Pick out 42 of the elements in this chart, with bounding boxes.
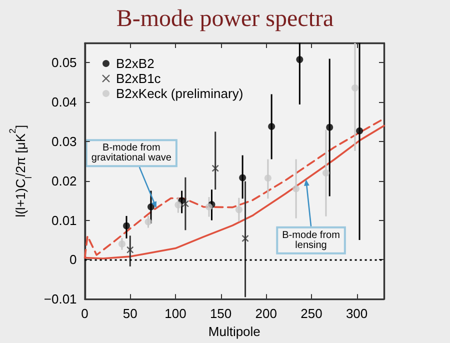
point xyxy=(242,234,249,242)
y-tick-label: 0.02 xyxy=(51,173,77,188)
y-axis-title: l(l+1)Cl/2π [μK2] xyxy=(8,124,34,218)
point xyxy=(144,218,152,226)
chart-title: B-mode power spectra xyxy=(116,6,334,32)
point xyxy=(268,123,276,130)
annotation: B-mode from lensing xyxy=(282,230,340,251)
y-tick-label: 0 xyxy=(70,252,77,268)
point xyxy=(147,203,154,210)
y-tick-label: 0.04 xyxy=(51,94,77,110)
x-tick-label: 250 xyxy=(300,306,322,322)
point xyxy=(239,174,246,182)
y-tick-label: 0.03 xyxy=(51,134,77,149)
x-tick-label: 150 xyxy=(210,306,232,322)
point xyxy=(296,56,304,64)
point xyxy=(322,170,330,177)
x-tick-label: 300 xyxy=(346,306,368,322)
point xyxy=(182,200,190,208)
point xyxy=(123,222,130,230)
legend-label: B2xKeck (preliminary) xyxy=(116,86,244,101)
x-axis-title: Multipole xyxy=(208,324,260,339)
point xyxy=(206,203,213,210)
x-tick-label: 50 xyxy=(122,306,138,322)
point xyxy=(292,185,300,192)
point xyxy=(212,164,219,172)
x-tick-label: 100 xyxy=(164,306,186,322)
annotation: B-mode from gravitational wave xyxy=(91,142,172,164)
y-tick-label: −0.01 xyxy=(44,292,77,307)
x-tick-label: 200 xyxy=(255,306,277,322)
point xyxy=(326,124,334,131)
point xyxy=(351,84,358,92)
point xyxy=(126,246,134,254)
point xyxy=(235,206,242,214)
y-tick-label: 0.05 xyxy=(51,55,77,70)
legend-label: B2xB2 xyxy=(116,56,154,71)
point xyxy=(118,240,126,248)
point xyxy=(264,174,272,182)
x-tick-label: 0 xyxy=(81,306,88,322)
legend-label: B2xB1c xyxy=(116,71,162,86)
point xyxy=(356,127,364,134)
y-tick-label: 0.01 xyxy=(51,212,77,228)
point xyxy=(174,201,182,208)
